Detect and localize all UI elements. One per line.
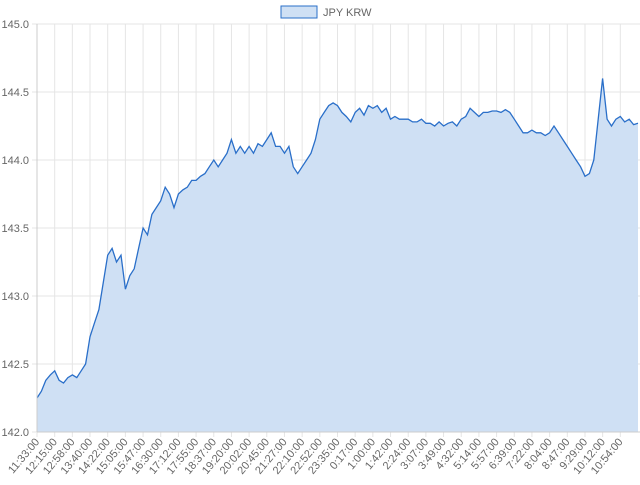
legend-label: JPY KRW [323, 7, 372, 19]
y-tick-label: 144.0 [1, 155, 29, 167]
area [37, 78, 638, 433]
y-tick-label: 142.5 [1, 359, 29, 371]
y-tick-label: 144.5 [1, 87, 29, 99]
line [36, 78, 639, 399]
y-tick-label: 143.0 [1, 291, 29, 303]
y-tick-label: 142.0 [1, 427, 29, 439]
y-tick-label: 143.5 [1, 223, 29, 235]
y-tick-label: 145.0 [1, 19, 29, 31]
legend-swatch [280, 5, 318, 19]
